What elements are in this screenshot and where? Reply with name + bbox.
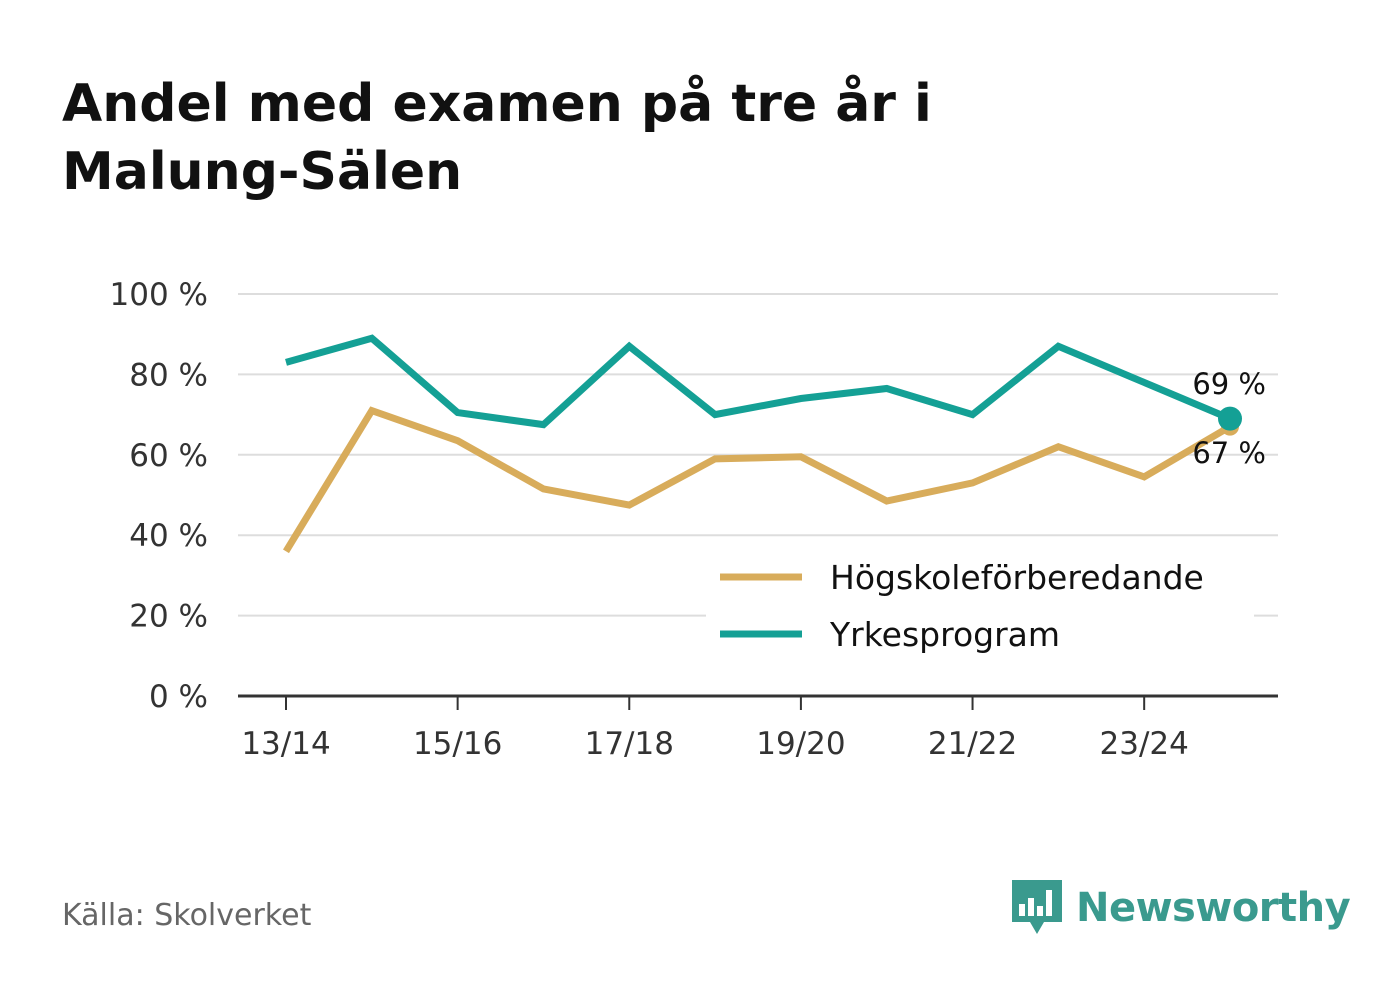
end-label-hogskole: 67 % [1192,436,1266,470]
chart-title: Andel med examen på tre år i Malung-Säle… [62,70,1062,206]
newsworthy-logo-icon [1012,880,1062,934]
x-tick-label-17/18: 17/18 [585,726,674,762]
legend-label-hogskole: Högskoleförberedande [830,558,1204,597]
brand-logo: Newsworthy [1010,878,1351,938]
y-tick-label-20: 20 % [129,599,208,635]
end-marker-yrke [1218,406,1242,431]
end-label-yrke: 69 % [1192,367,1266,401]
legend: Högskoleförberedande Yrkesprogram [706,548,1254,666]
axes: 0 % 20 % 40 % 60 % 80 % 100 % 13/14 15/16 17/18 1… [110,277,1278,762]
x-tick-label-13/14: 13/14 [241,726,330,762]
chart-title-line-2: Malung-Sälen [62,142,463,202]
series-line-hogskole [283,406,1232,554]
x-tick-label-19/20: 19/20 [756,726,845,762]
x-tick-label-15/16: 15/16 [413,726,502,762]
y-tick-label-0: 0 % [149,679,208,715]
x-tick-label-23/24: 23/24 [1100,726,1189,762]
x-tick-label-21/22: 21/22 [928,726,1017,762]
y-tick-label-40: 40 % [129,518,208,554]
source-note: Källa: Skolverket [62,898,312,933]
brand-name: Newsworthy [1076,885,1351,931]
legend-label-yrke: Yrkesprogram [829,615,1060,654]
y-tick-label-80: 80 % [129,357,208,393]
y-tick-label-100: 100 % [110,277,208,313]
y-tick-label-60: 60 % [129,438,208,474]
chart-title-line-1: Andel med examen på tre år i [62,74,932,134]
end-labels: 69 % 67 % [1192,367,1266,470]
series-line-yrke [285,334,1232,429]
legend-box [706,548,1254,666]
series [283,334,1232,554]
